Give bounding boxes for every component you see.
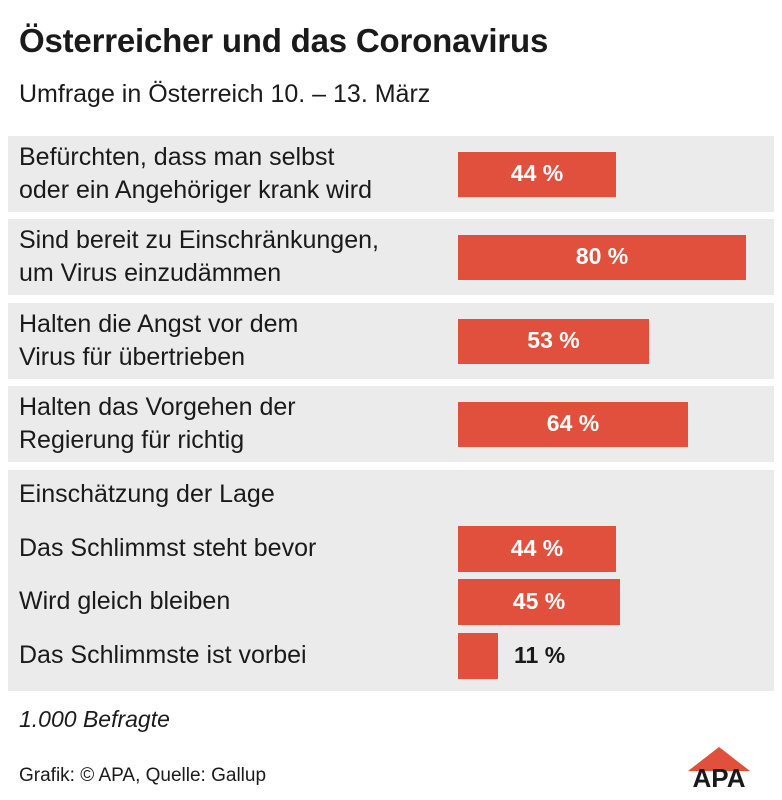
category-label: Das Schlimmst steht bevor — [19, 534, 317, 562]
row-panel: Befürchten, dass man selbst oder ein Ang… — [8, 136, 774, 212]
bar — [458, 318, 649, 364]
bar — [458, 633, 498, 679]
bar-value-label: 80 % — [575, 243, 629, 269]
category-label: Befürchten, dass man selbst oder ein Ang… — [19, 143, 372, 204]
bar-value-label: 64 % — [546, 410, 600, 436]
chart-title: Österreicher und das Coronavirus — [19, 22, 549, 59]
bar — [458, 234, 746, 280]
category-label: Sind bereit zu Einschränkungen, um Virus… — [19, 226, 379, 287]
bar-value-label: 53 % — [527, 327, 580, 353]
bar — [458, 151, 616, 197]
bar — [458, 579, 620, 625]
apa-logo-text: APA — [693, 763, 746, 789]
chart-subtitle: Umfrage in Österreich 10. – 13. März — [19, 80, 431, 108]
apa-logo-triangle — [688, 747, 750, 771]
apa-logo: APA — [688, 747, 750, 789]
bar — [458, 526, 616, 572]
row-panel: Halten das Vorgehen der Regierung für ri… — [8, 386, 774, 462]
bar-value-label: 45 % — [512, 588, 566, 614]
source-credit: Grafik: © APA, Quelle: Gallup — [19, 765, 267, 786]
assessment-panel: Einschätzung der Lage Das Schlimmst steht… — [8, 470, 774, 691]
bar-value-label: 44 % — [510, 160, 564, 186]
category-label: Halten die Angst vor dem Virus für übert… — [19, 310, 299, 371]
bar-value-label: 11 % — [514, 642, 566, 668]
bar — [458, 401, 688, 447]
group-heading: Einschätzung der Lage — [19, 480, 275, 508]
category-label: Das Schlimmste ist vorbei — [19, 641, 307, 669]
category-label: Wird gleich bleiben — [19, 587, 231, 615]
category-label: Halten das Vorgehen der Regierung für ri… — [19, 393, 296, 454]
row-panel: Sind bereit zu Einschränkungen, um Virus… — [8, 219, 774, 295]
bar-value-label: 44 % — [510, 535, 564, 561]
sample-size-note: 1.000 Befragte — [19, 706, 170, 732]
row-panel: Halten die Angst vor dem Virus für übert… — [8, 303, 774, 379]
